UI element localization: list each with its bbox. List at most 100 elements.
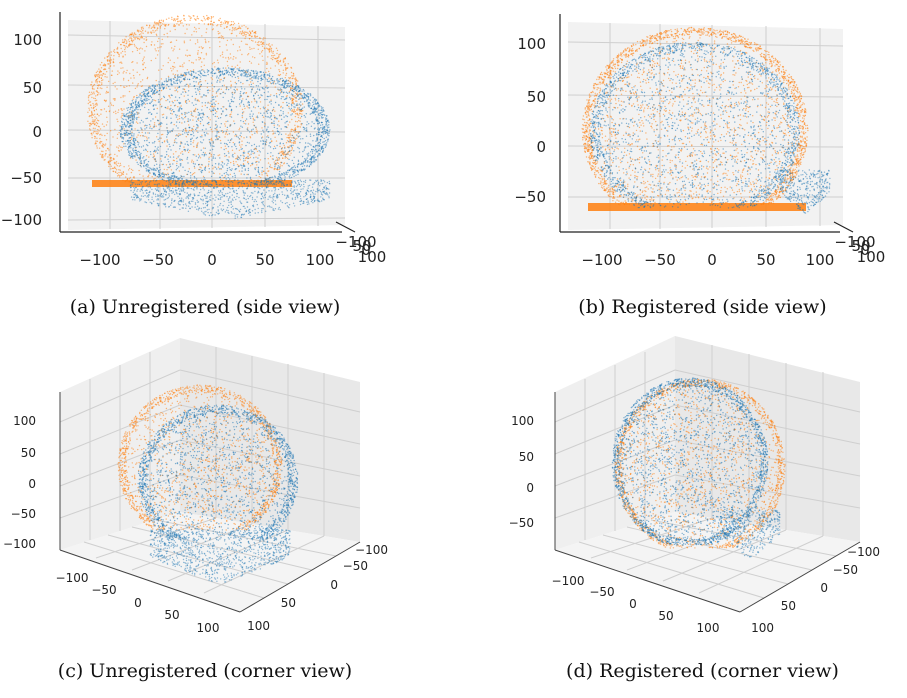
point-blue-a [318,131,320,134]
point-blue-a [122,138,125,140]
point-orange-a [212,63,214,65]
point-orange-a [189,16,191,18]
point-blue-a [160,155,162,157]
point-blue-a [288,92,291,94]
point-orange-a [159,46,161,48]
point-blue-a [267,183,270,185]
point-blue-a [173,82,175,84]
point-blue-a [148,183,151,185]
point-orange-a [118,55,120,58]
point-orange-a [133,96,135,98]
point-orange-a [231,149,234,151]
point-orange-a [236,155,239,157]
point-blue-a [132,102,134,105]
point-blue-a [261,137,263,139]
point-blue-a [274,166,276,168]
point-blue-a [133,149,135,152]
point-blue-a [284,147,286,149]
point-orange-a [200,19,203,22]
point-blue-a [253,143,256,146]
point-blue-a [204,102,207,104]
point-blue-a [294,166,297,169]
point-orange-a [171,113,173,115]
point-blue-a [276,79,278,81]
point-blue-a [130,103,132,106]
point-blue-a [159,164,161,166]
point-blue-a [313,100,315,102]
point-blue-a [318,104,320,106]
point-blue-a [223,172,225,175]
point-blue-a [166,130,169,132]
point-orange-a [170,67,172,70]
point-orange-a [217,69,220,72]
point-blue-a [282,107,284,109]
point-orange-a [102,157,104,159]
point-blue-a [249,115,251,118]
point-orange-a [193,18,196,20]
point-blue-a [178,85,181,88]
point-blue-a [176,178,179,180]
point-orange-a [266,61,268,64]
point-blue-a [153,150,155,153]
point-orange-a [142,175,144,177]
point-orange-a [115,171,117,173]
point-orange-a [266,167,268,170]
point-orange-a [276,156,278,159]
point-blue-a [202,207,205,209]
point-blue-a [227,186,230,189]
point-orange-a [128,167,131,170]
point-blue-a [146,99,148,102]
point-blue-a [269,206,271,208]
point-blue-a [157,190,160,192]
point-orange-a [186,55,189,57]
point-blue-a [306,121,308,123]
point-blue-a [319,112,321,115]
point-blue-a [270,100,272,103]
point-blue-a [174,179,176,181]
point-blue-a [172,180,175,182]
point-blue-a [216,130,218,133]
point-orange-a [223,22,225,24]
point-orange-a [247,54,249,56]
point-blue-a [240,216,243,219]
point-blue-a [162,185,164,187]
point-blue-a [275,182,277,184]
point-blue-a [191,95,193,98]
point-blue-a [260,112,262,115]
point-orange-a [138,169,140,172]
point-blue-a [158,83,160,86]
point-blue-a [239,91,242,93]
point-blue-a [151,128,153,130]
point-orange-a [120,146,122,148]
point-orange-a [216,129,218,131]
point-blue-a [225,130,228,133]
point-blue-a [177,195,179,198]
point-orange-a [161,38,163,41]
point-orange-a [138,33,141,36]
point-orange-a [210,139,212,141]
point-blue-a [145,180,148,182]
point-blue-a [297,171,300,173]
point-blue-a [246,177,248,179]
point-blue-a [218,184,220,186]
point-blue-a [326,115,328,117]
point-blue-a [300,95,303,97]
point-orange-a [263,43,265,45]
point-blue-a [308,123,310,125]
point-blue-a [201,112,203,115]
point-blue-a [130,156,132,158]
point-orange-a [217,30,219,33]
point-orange-a [189,54,191,57]
point-blue-a [270,122,273,125]
point-orange-a [93,106,95,108]
point-orange-a [132,69,134,71]
point-blue-a [139,190,141,192]
point-blue-a [274,147,277,149]
point-orange-a [193,145,195,148]
point-blue-a [320,135,322,138]
point-orange-a [162,133,164,136]
point-orange-a [122,67,124,69]
point-blue-a [247,155,249,158]
point-orange-a [254,36,256,38]
point-blue-a [127,122,130,124]
